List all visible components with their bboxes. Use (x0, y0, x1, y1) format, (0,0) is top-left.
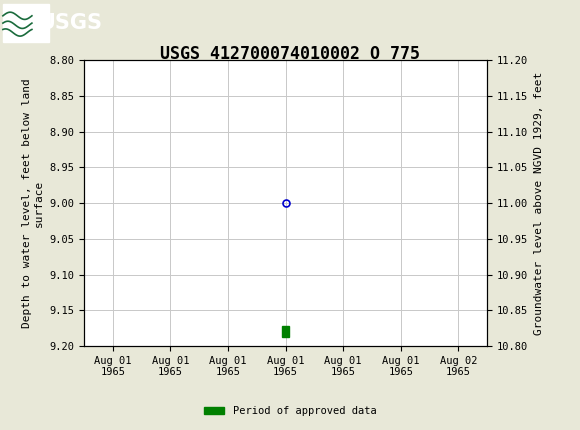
Y-axis label: Groundwater level above NGVD 1929, feet: Groundwater level above NGVD 1929, feet (534, 71, 543, 335)
Text: USGS 412700074010002 O 775: USGS 412700074010002 O 775 (160, 45, 420, 63)
Bar (3, 3, 49, 42)
Legend: Period of approved data: Period of approved data (200, 402, 380, 421)
Bar (282, 326, 289, 337)
Y-axis label: Depth to water level, feet below land
surface: Depth to water level, feet below land su… (22, 78, 44, 328)
Text: USGS: USGS (38, 12, 102, 33)
